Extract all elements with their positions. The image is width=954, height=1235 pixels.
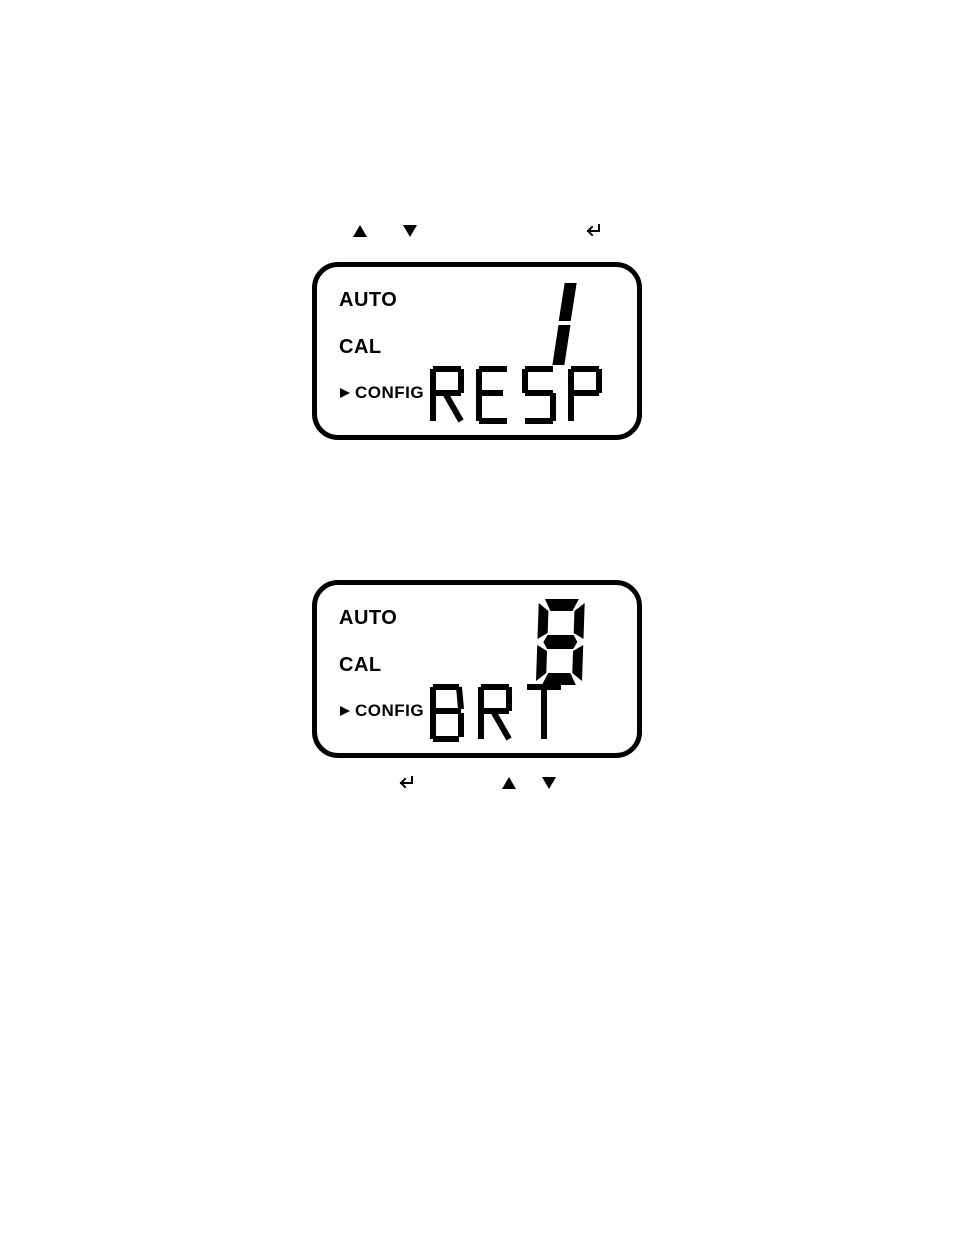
lcd-screen-brt: AUTO CAL CONFIG	[312, 580, 642, 758]
manual-page: AUTO CAL CONFIG	[0, 0, 954, 1235]
auto-label: AUTO	[339, 607, 424, 630]
enter-icon	[397, 776, 415, 790]
config-label-row: CONFIG	[339, 383, 424, 403]
lcd-brt-wrap: AUTO CAL CONFIG	[312, 580, 642, 758]
auto-label: AUTO	[339, 289, 424, 312]
config-label: CONFIG	[355, 383, 424, 403]
down-arrow-icon	[541, 776, 557, 790]
big-digit-resp	[543, 277, 583, 371]
config-label: CONFIG	[355, 701, 424, 721]
lcd-resp-wrap: AUTO CAL CONFIG	[312, 262, 642, 440]
lcd-word-resp	[427, 363, 617, 427]
right-pointer-icon	[339, 705, 351, 717]
spacer	[0, 490, 954, 570]
right-pointer-icon	[339, 387, 351, 399]
up-arrow-icon	[501, 776, 517, 790]
lcd-labels: AUTO CAL CONFIG	[339, 289, 424, 403]
config-label-row: CONFIG	[339, 701, 424, 721]
lcd-screen-resp: AUTO CAL CONFIG	[312, 262, 642, 440]
down-arrow-icon	[402, 224, 418, 238]
instruction-resp	[120, 220, 834, 244]
lcd-labels-brt: AUTO CAL CONFIG	[339, 607, 424, 721]
cal-label: CAL	[339, 336, 424, 359]
big-digit-brt	[533, 595, 591, 689]
instruction-brt	[120, 772, 834, 796]
up-arrow-icon	[352, 224, 368, 238]
cal-label: CAL	[339, 654, 424, 677]
lcd-word-brt	[427, 681, 577, 745]
enter-icon	[584, 224, 602, 238]
